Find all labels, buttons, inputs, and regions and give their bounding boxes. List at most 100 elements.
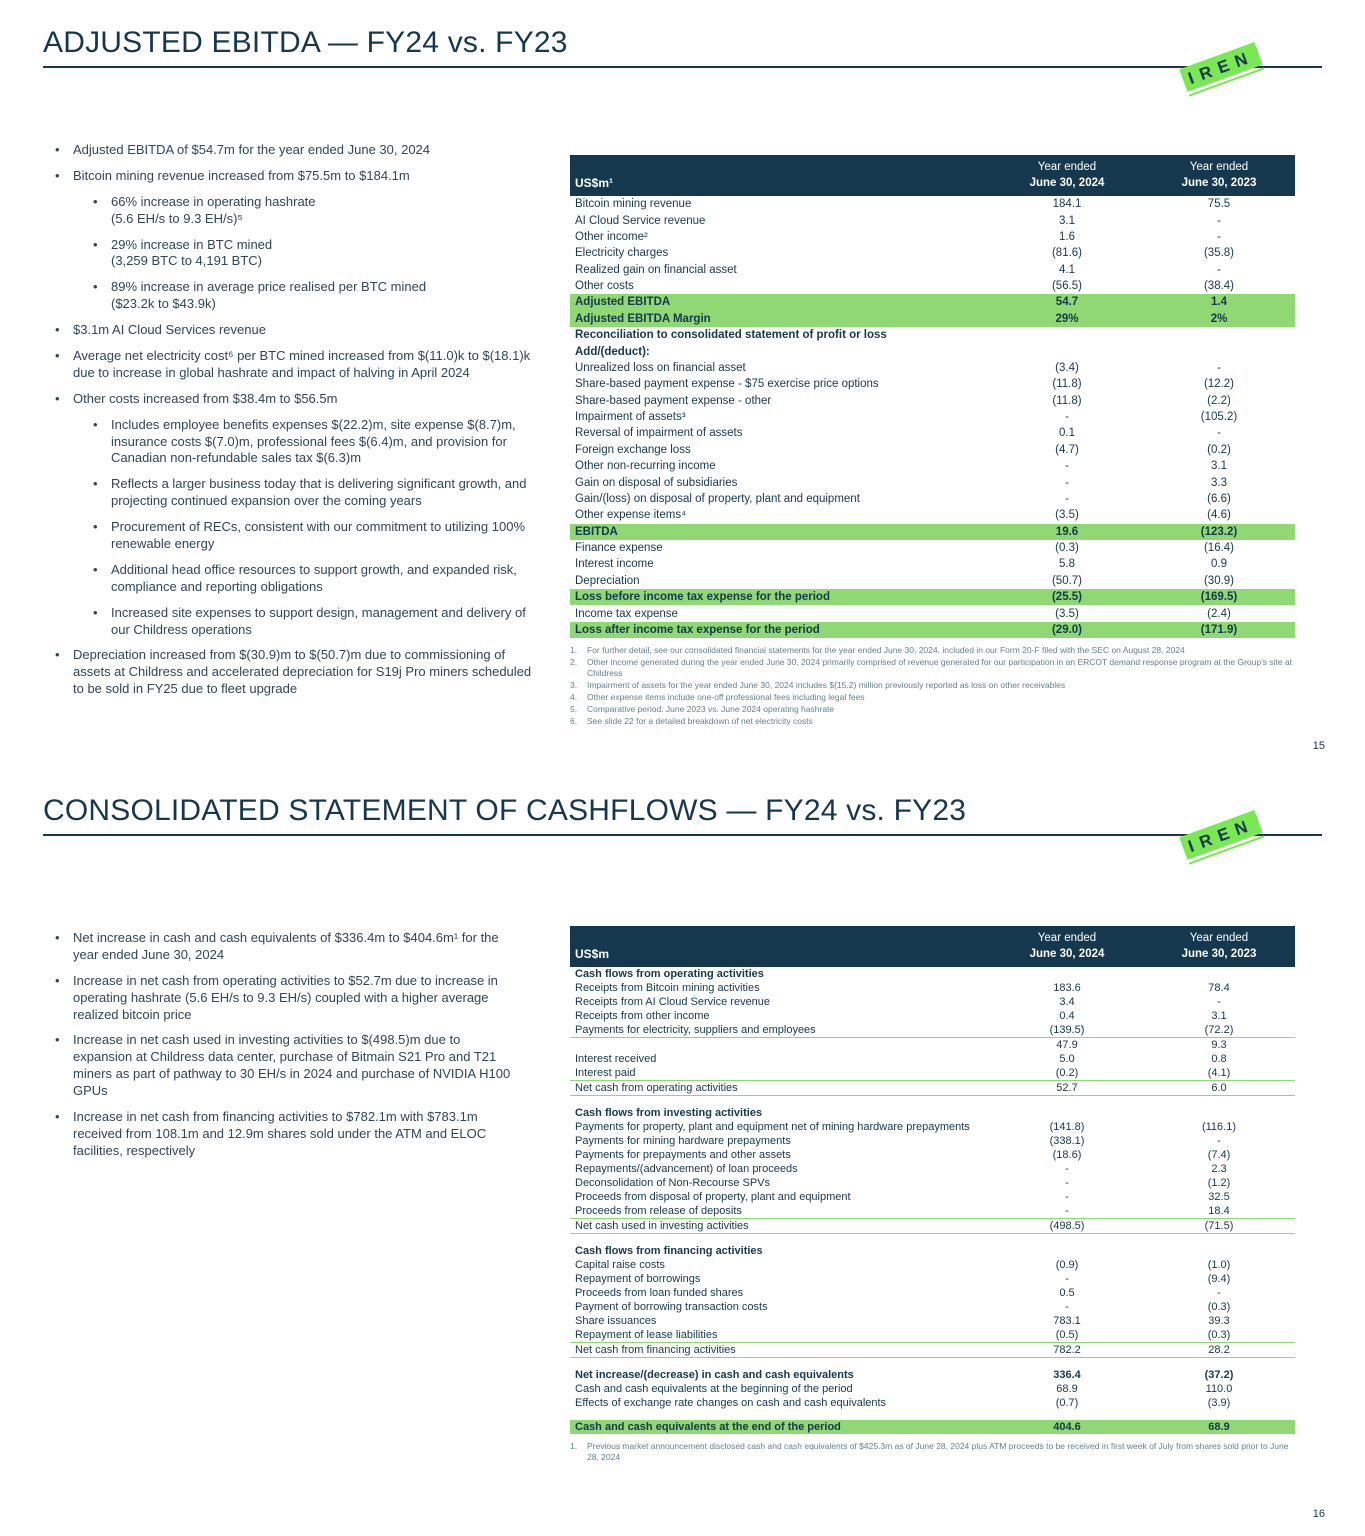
value-fy24: - [1065, 1163, 1069, 1176]
bullet-text: 29% increase in BTC mined (3,259 BTC to … [111, 236, 273, 269]
value-fy23: 32.5 [1208, 1191, 1230, 1204]
table-row: Interest income 5.8 0.9 [570, 556, 1295, 572]
bullet-text: Increase in net cash from financing acti… [73, 1109, 487, 1158]
row-label: Effects of exchange rate changes on cash… [575, 1397, 887, 1410]
value-fy24: 0.5 [1059, 1287, 1075, 1300]
value-fy23: (0.2) [1207, 443, 1231, 456]
value-fy23: 9.3 [1211, 1039, 1227, 1052]
value-fy23: (9.4) [1207, 1273, 1231, 1286]
table-header-unit: US$m¹ [575, 176, 614, 191]
row-label: Payments for property, plant and equipme… [575, 1121, 970, 1134]
footnote-number: 6. [570, 716, 578, 727]
footnote-item: 4. Other expense items include one-off pr… [570, 692, 1295, 703]
page-title: ADJUSTED EBITDA — FY24 vs. FY23 [43, 26, 568, 59]
table-row [570, 1234, 1295, 1244]
table-row: EBITDA 19.6 (123.2) [570, 523, 1295, 540]
row-label: Net cash from operating activities [575, 1082, 738, 1095]
row-label: Net cash used in investing activities [575, 1220, 749, 1233]
value-fy24: 3.4 [1059, 996, 1075, 1009]
bullet-marker: • [55, 390, 60, 406]
bullet-item: • Increased site expenses to support desi… [93, 605, 533, 639]
value-fy24: 3.1 [1059, 214, 1075, 227]
footnote-text: Comparative period: June 2023 vs. June 2… [587, 704, 835, 715]
bullet-text: Depreciation increased from $(30.9)m to … [73, 647, 532, 697]
value-fy24: 5.8 [1059, 558, 1075, 571]
value-fy24: - [1065, 1191, 1069, 1204]
value-fy24: 52.7 [1056, 1082, 1078, 1095]
row-label: Loss before income tax expense for the p… [575, 591, 830, 604]
value-fy24: (141.8) [1049, 1121, 1085, 1134]
value-fy23: (16.4) [1203, 542, 1235, 555]
value-fy23: (171.9) [1200, 623, 1238, 636]
table-row: Gain/(loss) on disposal of property, pla… [570, 491, 1295, 507]
footnote-number: 4. [570, 692, 578, 703]
bullet-marker: • [93, 519, 98, 535]
bullet-marker: • [93, 476, 98, 492]
bullet-text: $3.1m AI Cloud Services revenue [73, 322, 266, 338]
bullet-marker: • [55, 348, 60, 364]
value-fy24: - [1065, 476, 1069, 489]
value-fy23: (6.6) [1207, 492, 1231, 505]
table-row: Electricity charges (81.6) (35.8) [570, 245, 1295, 261]
value-fy23: 2.3 [1211, 1163, 1227, 1176]
row-label: AI Cloud Service revenue [575, 214, 706, 227]
table-row: Impairment of assets³ - (105.2) [570, 409, 1295, 425]
footnote-text: Previous market announcement disclosed c… [587, 1441, 1289, 1463]
value-fy24: (338.1) [1049, 1135, 1085, 1148]
table-row: AI Cloud Service revenue 3.1 - [570, 212, 1295, 228]
table-row: Receipts from Bitcoin mining activities 1… [570, 981, 1295, 995]
value-fy23: 68.9 [1208, 1421, 1230, 1434]
table-row: Effects of exchange rate changes on cash… [570, 1396, 1295, 1410]
bullet-marker: • [93, 236, 98, 252]
table-row [570, 1358, 1295, 1368]
table-row: 47.9 9.3 [570, 1038, 1295, 1052]
row-label: Add/(deduct): [575, 345, 650, 358]
row-label: Repayments/(advancement) of loan proceed… [575, 1163, 798, 1176]
value-fy23: (116.1) [1201, 1121, 1237, 1134]
footnotes: 1. Previous market announcement disclosed… [570, 1441, 1295, 1463]
row-label: Other costs [575, 280, 634, 293]
table-row: Receipts from AI Cloud Service revenue 3.… [570, 995, 1295, 1009]
bullet-item: • Increase in net cash from operating act… [55, 973, 517, 1024]
table-row: Loss before income tax expense for the p… [570, 589, 1295, 606]
bullet-marker: • [55, 322, 60, 338]
value-fy23: (169.5) [1200, 591, 1238, 604]
value-fy24: 29% [1055, 312, 1079, 325]
value-fy23: 1.4 [1211, 296, 1227, 309]
row-label: Net increase/(decrease) in cash and cash… [575, 1369, 854, 1382]
bullet-text: Bitcoin mining revenue increased from $7… [73, 167, 410, 183]
table-row: Payments for mining hardware prepayments… [570, 1134, 1295, 1148]
table-row: Net cash from operating activities 52.7 6.… [570, 1081, 1295, 1097]
value-fy24: (18.6) [1052, 1149, 1082, 1162]
value-fy24: 0.1 [1059, 427, 1075, 440]
table-row: Other costs (56.5) (38.4) [570, 278, 1295, 294]
table-row: Payment of borrowing transaction costs - (… [570, 1300, 1295, 1314]
table-row [570, 1096, 1295, 1106]
iren-logo-icon: IREN [1175, 802, 1267, 868]
value-fy23: 75.5 [1207, 198, 1231, 211]
row-label: Capital raise costs [575, 1259, 665, 1272]
row-label: Gain on disposal of subsidiaries [575, 476, 738, 489]
value-fy24: (81.6) [1051, 247, 1083, 260]
iren-logo-icon: IREN [1175, 34, 1267, 100]
table-row: Proceeds from loan funded shares 0.5 - [570, 1286, 1295, 1300]
value-fy24: - [1065, 1177, 1069, 1190]
table-header-fy24: Year ended June 30, 2024 [1029, 932, 1105, 960]
bullet-item: • Procurement of RECs, consistent with ou… [93, 519, 533, 553]
table-row: Proceeds from disposal of property, plan… [570, 1190, 1295, 1204]
bullet-marker: • [93, 193, 98, 209]
footnote-number: 1. [570, 645, 578, 656]
table-column: US$m Year ended June 30, 2024 Year ended… [570, 926, 1295, 1464]
bullet-marker: • [55, 142, 60, 157]
table-row: Add/(deduct): [570, 343, 1295, 359]
value-fy23: 28.2 [1208, 1344, 1230, 1357]
value-fy23: 3.1 [1211, 460, 1227, 473]
table-row: Cash flows from operating activities [570, 967, 1295, 981]
bullet-marker: • [55, 647, 60, 663]
value-fy24: (4.7) [1055, 443, 1079, 456]
bullet-marker: • [93, 604, 98, 620]
bullet-text: Average net electricity cost⁶ per BTC mi… [73, 348, 531, 380]
bullet-marker: • [55, 930, 60, 945]
value-fy23: (0.3) [1207, 1329, 1231, 1342]
bullet-text: Increase in net cash from operating acti… [73, 972, 498, 1022]
